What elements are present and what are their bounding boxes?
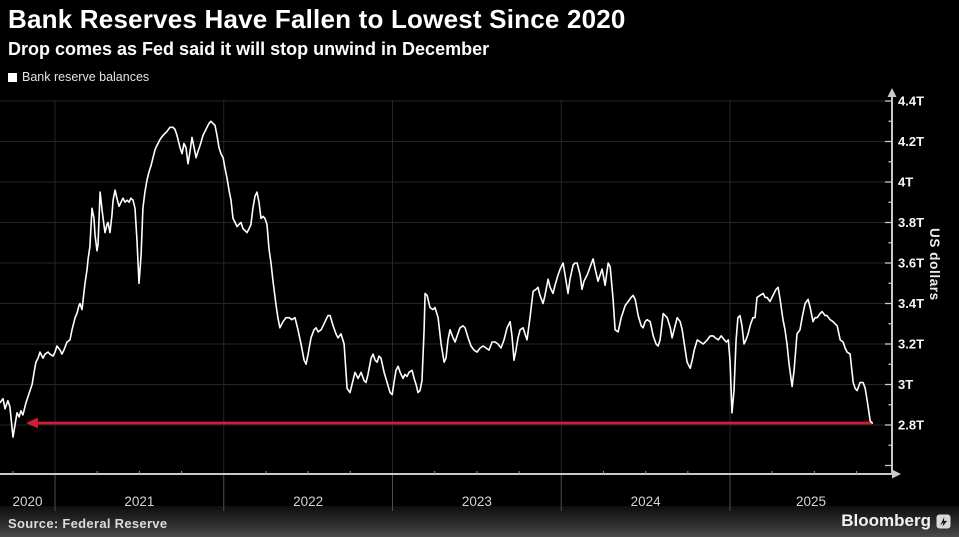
lowest-level-arrowhead-icon [25, 417, 38, 429]
x-axis-arrowhead-icon [892, 469, 901, 479]
y-axis-arrowhead-icon [887, 88, 897, 97]
footer-band [0, 506, 959, 537]
y-tick-label: 2.8T [898, 418, 924, 433]
bloomberg-logo: Bloomberg [841, 511, 951, 531]
x-year-label: 2020 [12, 494, 42, 509]
x-year-label: 2023 [462, 494, 492, 509]
x-year-label: 2025 [796, 494, 826, 509]
legend: Bank reserve balances [8, 70, 149, 84]
y-tick-label: 3T [898, 377, 913, 392]
page-title: Bank Reserves Have Fallen to Lowest Sinc… [8, 4, 626, 34]
page-subtitle: Drop comes as Fed said it will stop unwi… [8, 39, 490, 59]
x-year-label: 2024 [631, 494, 662, 509]
bloomberg-wordmark: Bloomberg [841, 511, 931, 530]
bloomberg-terminal-icon [936, 514, 951, 528]
y-tick-label: 4.4T [898, 94, 924, 109]
x-year-label: 2021 [124, 494, 154, 509]
legend-swatch-icon [8, 72, 17, 82]
y-tick-label: 4T [898, 175, 913, 190]
source-label: Source: Federal Reserve [8, 516, 168, 531]
y-tick-label: 3.4T [898, 296, 924, 311]
legend-label: Bank reserve balances [22, 70, 150, 84]
y-tick-label: 3.2T [898, 337, 924, 352]
y-tick-label: 3.8T [898, 215, 924, 230]
y-tick-label: 4.2T [898, 134, 924, 149]
series-line-bank-reserves [0, 120, 874, 438]
y-axis-unit-label: US dollars [927, 228, 942, 301]
y-tick-label: 3.6T [898, 256, 924, 271]
x-year-label: 2022 [293, 494, 323, 509]
